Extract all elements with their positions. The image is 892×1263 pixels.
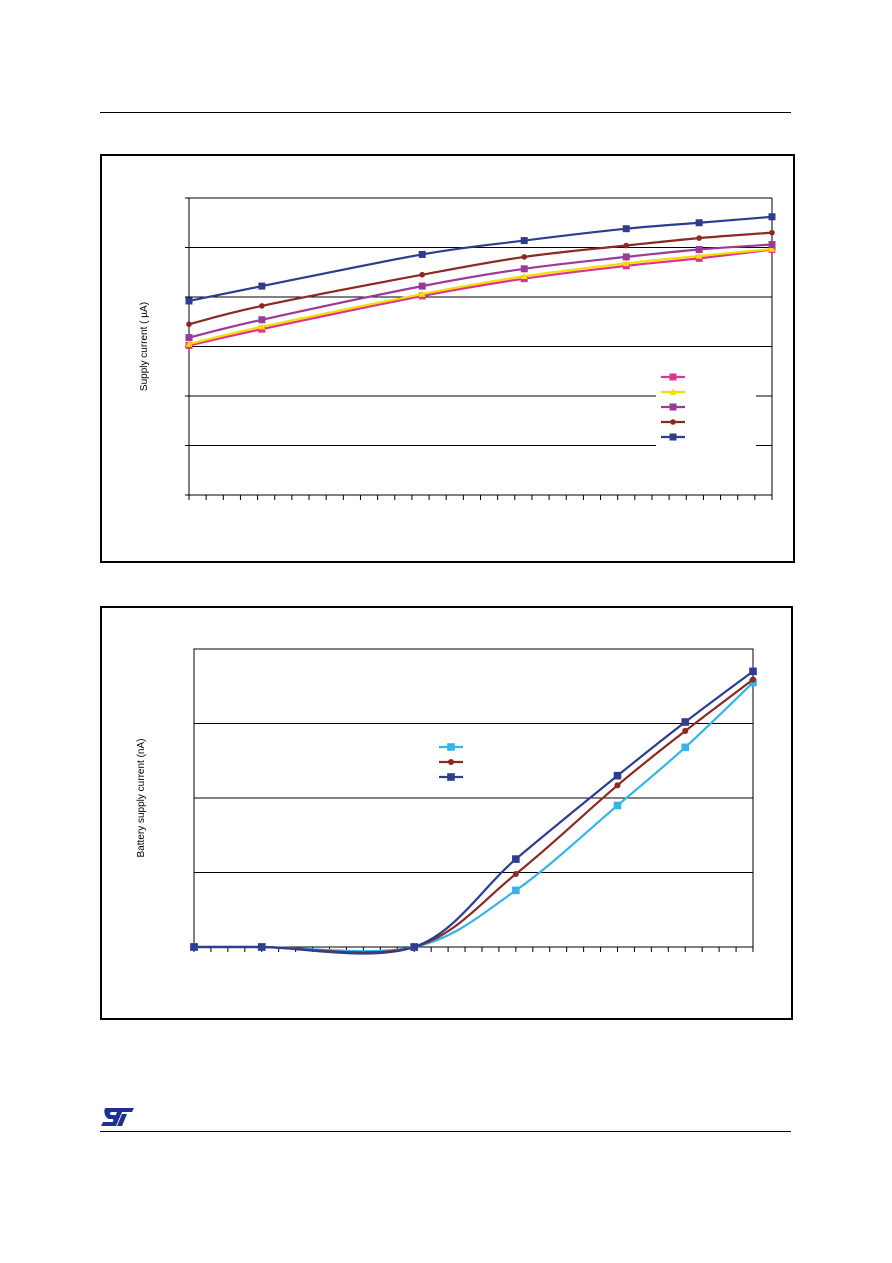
series-2-point-4 <box>512 870 519 878</box>
series-5-point-3 <box>418 250 426 258</box>
st-logo-icon <box>101 1108 134 1126</box>
y-axis-label: Battery supply current (nA) <box>136 739 147 858</box>
series-3-point-6 <box>681 718 690 726</box>
series-2-point-4 <box>520 272 528 280</box>
series-2-point-5 <box>622 259 630 267</box>
series-5-point-4 <box>520 237 528 245</box>
series-2-point-5 <box>614 782 621 789</box>
series-line-2 <box>194 678 754 954</box>
footer-rule <box>100 1131 791 1132</box>
series-3-point-7 <box>768 241 776 249</box>
series-4-point-6 <box>696 235 702 241</box>
supply-current-chart: Supply current ( µA) <box>139 197 776 500</box>
legend-marker-1 <box>447 743 455 751</box>
header-rule <box>100 112 791 113</box>
series-3-point-4 <box>512 855 520 863</box>
series-5-point-2 <box>258 282 266 290</box>
legend-marker-4 <box>670 419 676 425</box>
supply-current-chart-frame: Supply current ( µA) <box>100 154 795 563</box>
series-3-point-2 <box>258 316 266 324</box>
series-2-point-6 <box>682 727 689 734</box>
battery-current-chart-frame: Battery supply current (nA) <box>100 606 793 1020</box>
series-2-point-2 <box>258 323 266 330</box>
series-3-point-1 <box>185 334 193 342</box>
series-5-point-6 <box>695 219 703 227</box>
series-2-point-6 <box>695 252 703 259</box>
legend-marker-1 <box>669 373 677 381</box>
series-4-point-3 <box>419 271 426 278</box>
series-5-point-5 <box>622 225 630 233</box>
legend-marker-3 <box>447 773 455 781</box>
series-4-point-7 <box>769 229 775 236</box>
legend-marker-2 <box>669 388 677 395</box>
legend-marker-2 <box>447 758 455 766</box>
series-1-point-5 <box>613 801 622 810</box>
series-line-2 <box>188 247 773 346</box>
series-2-point-1 <box>185 340 193 347</box>
series-1-point-6 <box>681 743 690 752</box>
series-2-point-7 <box>768 245 776 252</box>
series-5-point-1 <box>185 297 193 305</box>
y-axis-label: Supply current ( µA) <box>139 302 150 391</box>
legend-marker-5 <box>669 433 677 441</box>
series-1-point-4 <box>512 886 520 895</box>
series-3-point-7 <box>749 667 757 676</box>
series-3-point-5 <box>622 253 630 261</box>
series-4-point-2 <box>259 303 265 309</box>
series-3-point-5 <box>613 771 622 780</box>
series-4-point-1 <box>186 321 192 328</box>
series-3-point-4 <box>520 265 528 273</box>
series-3-point-3 <box>410 943 419 951</box>
battery-current-chart: Battery supply current (nA) <box>136 648 757 955</box>
legend-marker-3 <box>669 403 677 411</box>
series-5-point-7 <box>768 213 776 221</box>
series-3-point-2 <box>257 943 266 951</box>
series-2-point-7 <box>749 676 757 683</box>
series-3-point-3 <box>418 282 426 290</box>
series-4-point-4 <box>521 254 528 260</box>
series-3-point-6 <box>695 245 703 253</box>
series-4-point-5 <box>623 242 630 249</box>
series-3-point-1 <box>190 943 198 951</box>
series-2-point-3 <box>418 290 426 297</box>
